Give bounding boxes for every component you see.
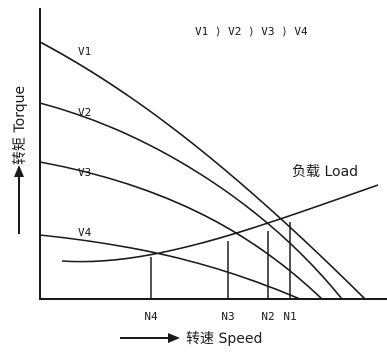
x-axis-arrow-head	[168, 333, 180, 343]
guides-layer	[150, 222, 291, 299]
y-axis-title: 转矩 Torque	[12, 86, 28, 165]
y-axis-arrow-head	[14, 165, 24, 177]
torque-curve-v4	[39, 234, 301, 300]
torque-curve-v2	[39, 102, 343, 300]
torque-curve-v1	[39, 41, 366, 300]
series-label-load: 负载 Load	[292, 164, 358, 180]
labels-layer: V1 V2 V3 V4 负载 Load N4 N3 N2 N1	[78, 45, 358, 323]
load-curve	[61, 184, 379, 263]
x-tick-label-n2: N2	[261, 310, 274, 323]
series-label-v4: V4	[78, 226, 92, 239]
x-tick-label-n4: N4	[144, 310, 158, 323]
series-label-v3: V3	[78, 166, 91, 179]
series-label-v2: V2	[78, 106, 91, 119]
series-layer	[39, 41, 379, 300]
speed-order-annotation: V1 ⟩ V2 ⟩ V3 ⟩ V4	[195, 25, 308, 38]
series-label-v1: V1	[78, 45, 91, 58]
x-tick-label-n1: N1	[283, 310, 296, 323]
x-tick-label-n3: N3	[221, 310, 234, 323]
x-axis-title: 转速 Speed	[186, 331, 262, 347]
torque-curve-v3	[39, 161, 323, 300]
